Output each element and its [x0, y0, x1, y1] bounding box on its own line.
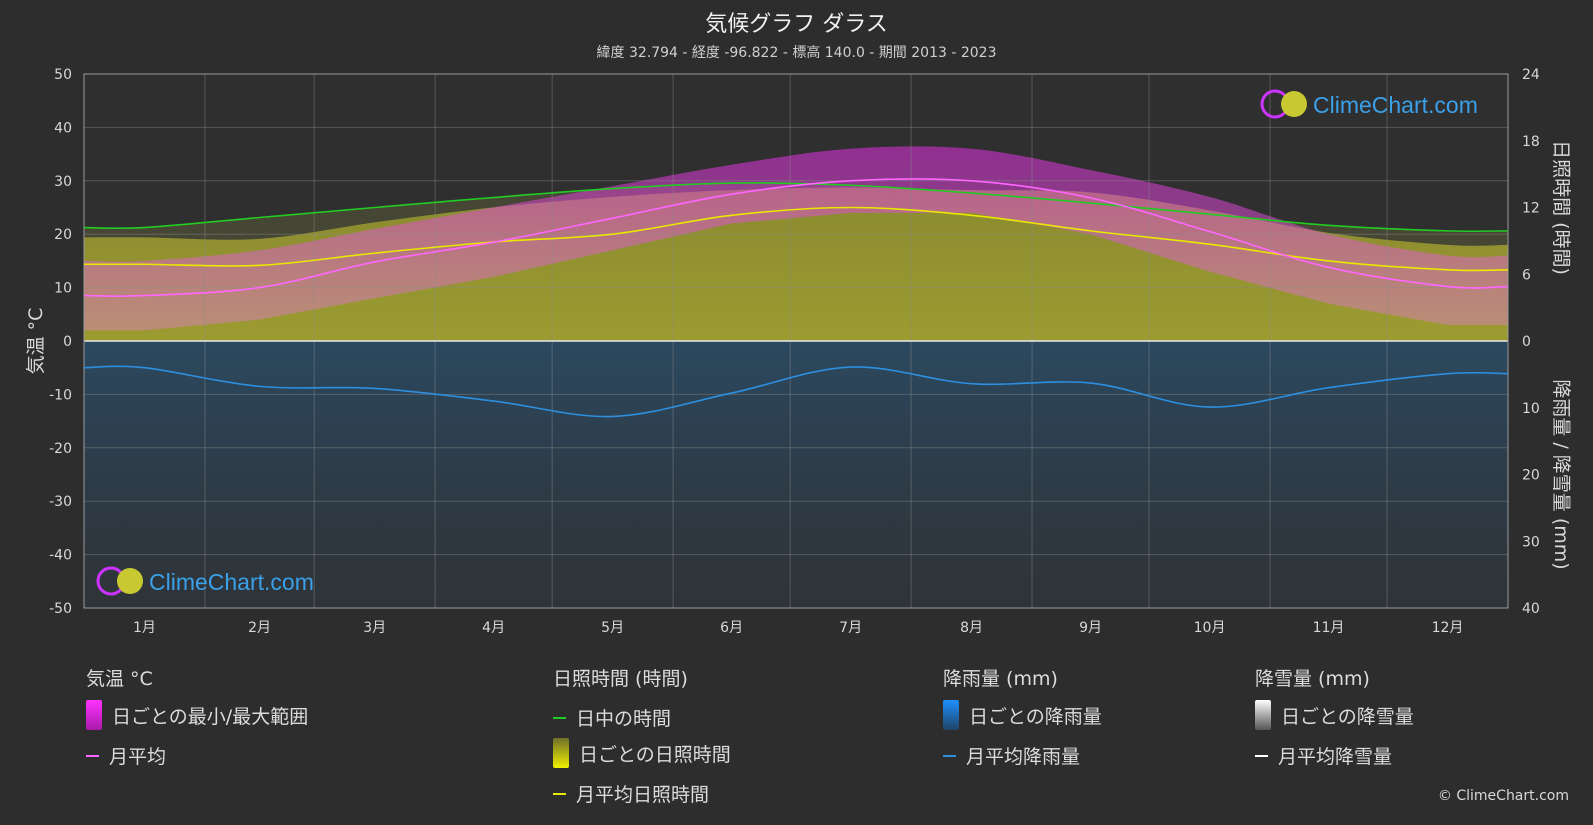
legend-temperature-title: 気温 °C: [86, 668, 153, 690]
x-tick-label: 12月: [1432, 620, 1464, 636]
y-left-tick-label: -30: [49, 494, 72, 510]
legend-item-snow-mean: 月平均降雪量: [1255, 742, 1392, 769]
y-left-tick-label: -50: [49, 601, 72, 617]
series-line-月平均日照時間: [83, 206, 1509, 272]
y-right-sunshine-tick-label: 0: [1522, 334, 1531, 350]
legend-swatch-temp-range: [86, 700, 102, 730]
legend-item-daily-snow: 日ごとの降雪量: [1255, 700, 1414, 730]
daily-temp-range-band: [84, 146, 1508, 331]
x-tick-label: 7月: [839, 620, 862, 636]
x-tick-label: 4月: [482, 620, 505, 636]
y-right-sunshine-tick-label: 24: [1522, 67, 1540, 83]
y-right-sunshine-tick-label: 12: [1522, 201, 1540, 217]
y-left-tick-label: 50: [54, 67, 72, 83]
y-right-precip-tick-label: 40: [1522, 601, 1540, 617]
legend-label: 日ごとの降雪量: [1281, 705, 1414, 728]
legend-label: 月平均降雨量: [966, 746, 1081, 768]
x-tick-label: 8月: [960, 620, 983, 636]
y-left-tick-label: 30: [54, 174, 72, 190]
x-tick-label: 9月: [1079, 620, 1102, 636]
legend-item-rain-mean: 月平均降雨量: [943, 742, 1080, 769]
legend-label: 日中の時間: [576, 708, 672, 730]
legend-snow-title: 降雪量 (mm): [1255, 668, 1370, 690]
watermark-top: ClimeChart.com: [1260, 89, 1478, 119]
legend-item-sunshine-mean: 月平均日照時間: [553, 780, 709, 807]
y-right-precip-axis-title: 降雨量 / 降雪量 (mm): [1550, 379, 1572, 569]
legend-item-temp-mean: 月平均: [86, 742, 166, 769]
legend-label: 日ごとの日照時間: [579, 743, 731, 766]
y-right-sunshine-tick-label: 6: [1522, 267, 1531, 283]
legend-label: 月平均日照時間: [576, 784, 710, 806]
plot-frame: [83, 73, 1509, 609]
x-tick-label: 6月: [720, 620, 743, 636]
chart-title: 気候グラフ ダラス: [705, 12, 888, 37]
legend-rain-title: 降雨量 (mm): [943, 668, 1058, 690]
y-right-precip-tick-label: 30: [1522, 534, 1540, 550]
y-left-tick-label: -20: [49, 441, 72, 457]
y-left-tick-label: 40: [54, 120, 72, 136]
chart-subtitle: 緯度 32.794 - 経度 -96.822 - 標高 140.0 - 期間 2…: [596, 45, 997, 61]
copyright: © ClimeChart.com: [1437, 788, 1569, 804]
legend-swatch-temp-mean: [86, 754, 99, 757]
watermark-text-top: ClimeChart.com: [1313, 92, 1478, 118]
series-line-月平均降雨量: [83, 365, 1509, 418]
watermark-text-bottom: ClimeChart.com: [149, 569, 314, 595]
legend-swatch-daily-snow: [1255, 700, 1271, 730]
legend-swatch-snow-mean: [1255, 754, 1268, 757]
legend-sunshine-title: 日照時間 (時間): [553, 668, 688, 690]
y-right-sunshine-axis-title: 日照時間 (時間): [1550, 140, 1572, 275]
x-tick-label: 2月: [248, 620, 271, 636]
legend-swatch-sunshine-mean: [553, 792, 566, 795]
legend-label: 日ごとの最小/最大範囲: [112, 705, 309, 728]
legend-swatch-daily-rain: [943, 700, 959, 730]
y-left-tick-label: -40: [49, 548, 72, 564]
legend-swatch-daylight: [553, 716, 566, 719]
legend-label: 日ごとの降雨量: [969, 705, 1102, 728]
y-right-precip-tick-label: 10: [1522, 401, 1540, 417]
legend-item-daily-rain: 日ごとの降雨量: [943, 700, 1102, 730]
x-tick-label: 11月: [1313, 620, 1345, 636]
x-tick-label: 5月: [601, 620, 624, 636]
watermark-bottom: ClimeChart.com: [96, 566, 314, 596]
y-left-tick-label: 20: [54, 227, 72, 243]
legend-item-daily-sunshine: 日ごとの日照時間: [553, 738, 731, 768]
legend-label: 月平均: [109, 746, 167, 768]
legend-label: 月平均降雪量: [1278, 746, 1393, 768]
y-left-tick-label: 0: [63, 334, 72, 350]
y-right-precip-tick-label: 20: [1522, 468, 1540, 484]
y-right-sunshine-tick-label: 18: [1522, 134, 1540, 150]
legend-swatch-rain-mean: [943, 754, 956, 757]
series-line-日中の時間: [83, 182, 1509, 233]
y-left-axis-title: 気温 °C: [25, 308, 47, 375]
y-left-tick-label: -10: [49, 387, 72, 403]
legend-item-temp-range: 日ごとの最小/最大範囲: [86, 700, 308, 730]
x-tick-label: 3月: [363, 620, 386, 636]
y-left-tick-label: 10: [54, 281, 72, 297]
climate-chart: 50 40 30 20 10 0 -10 -20 -30 -40 -50 24 18 12 6 0 10 20 30…: [25, 67, 1572, 636]
series-line-月平均: [83, 178, 1509, 297]
x-tick-label: 10月: [1194, 620, 1226, 636]
daily-rain-area: [84, 341, 1508, 608]
legend-item-daylight: 日中の時間: [553, 704, 671, 731]
legend-swatch-daily-sunshine: [553, 738, 569, 768]
x-tick-label: 1月: [133, 620, 156, 636]
